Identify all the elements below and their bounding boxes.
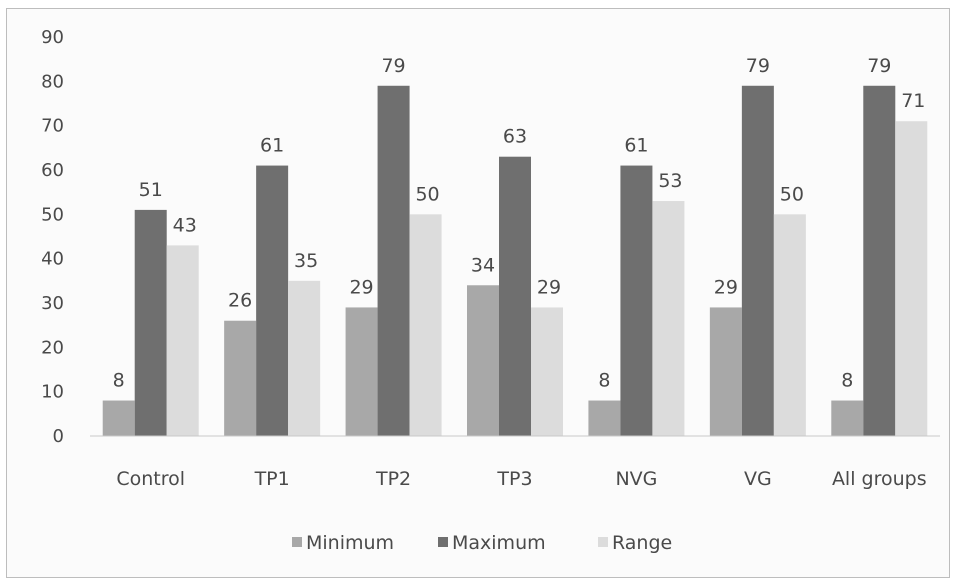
data-label: 29	[537, 276, 561, 298]
bar-range-nvg	[652, 201, 685, 436]
bar-maximum-tp2	[377, 85, 410, 437]
bar-minimum-tp2	[345, 307, 378, 436]
x-axis: Control TP1 TP2 TP3 NVG VG All groups	[90, 435, 940, 490]
data-label: 71	[901, 90, 925, 112]
data-label: 50	[780, 183, 804, 205]
data-label: 53	[658, 170, 682, 192]
y-tick-label: 20	[41, 337, 64, 358]
y-tick-label: 30	[41, 293, 64, 314]
legend-label-range: Range	[612, 532, 672, 554]
value-labels: 8 51 43 26 61 35 29 79 50 34 63 29 8 61 53 29 79 50 8 79 71	[113, 55, 926, 392]
data-label: 8	[598, 370, 610, 392]
data-label: 26	[228, 290, 252, 312]
data-label: 61	[624, 135, 648, 157]
x-tick-label: Control	[116, 468, 185, 490]
bar-maximum-nvg	[620, 165, 653, 437]
bar-maximum-all-groups	[863, 85, 896, 437]
y-tick-label: 80	[41, 71, 64, 92]
x-tick-label: VG	[744, 468, 772, 490]
y-tick-label: 70	[41, 116, 64, 137]
bar-range-all-groups	[895, 121, 928, 436]
bar-minimum-vg	[709, 307, 742, 436]
data-label: 79	[746, 55, 770, 77]
bar-maximum-vg	[741, 85, 774, 437]
bar-minimum-control	[102, 400, 135, 436]
y-axis: 0 10 20 30 40 50 60 70 80 90	[41, 27, 64, 447]
data-label: 29	[349, 276, 373, 298]
data-label: 61	[260, 135, 284, 157]
x-tick-label: TP3	[496, 468, 532, 490]
y-tick-label: 90	[41, 27, 64, 48]
bar-maximum-tp1	[256, 165, 289, 437]
data-label: 51	[139, 179, 163, 201]
bar-maximum-tp3	[499, 156, 531, 436]
bar-range-tp3	[531, 307, 563, 436]
bar-minimum-tp3	[467, 285, 499, 436]
data-label: 29	[714, 276, 738, 298]
legend-label-maximum: Maximum	[452, 532, 546, 554]
data-label: 8	[841, 370, 853, 392]
data-label: 79	[867, 55, 891, 77]
x-tick-label: All groups	[832, 468, 927, 490]
bar-range-vg	[773, 214, 806, 436]
y-tick-label: 0	[53, 426, 64, 447]
y-tick-label: 60	[41, 160, 64, 181]
bar-minimum-all-groups	[831, 400, 864, 436]
data-label: 34	[471, 254, 495, 276]
bars	[102, 85, 928, 437]
x-tick-label: TP2	[375, 468, 411, 490]
data-label: 43	[173, 214, 197, 236]
legend: Minimum Maximum Range	[292, 532, 672, 554]
x-tick-label: NVG	[615, 468, 657, 490]
bar-range-control	[166, 245, 199, 436]
data-label: 63	[503, 126, 527, 148]
y-tick-label: 50	[41, 204, 64, 225]
data-label: 50	[415, 183, 439, 205]
legend-label-minimum: Minimum	[306, 532, 394, 554]
bar-range-tp1	[288, 280, 321, 436]
legend-swatch-minimum	[292, 537, 302, 547]
data-label: 35	[294, 250, 318, 272]
legend-swatch-maximum	[438, 537, 448, 547]
x-tick-label: TP1	[254, 468, 290, 490]
data-label: 79	[381, 55, 405, 77]
bar-range-tp2	[409, 214, 442, 436]
legend-swatch-range	[598, 537, 608, 547]
bar-maximum-control	[134, 209, 167, 436]
y-tick-label: 40	[41, 249, 64, 270]
data-label: 8	[113, 370, 125, 392]
y-tick-label: 10	[41, 382, 64, 403]
bar-minimum-tp1	[224, 320, 257, 436]
bar-minimum-nvg	[588, 400, 621, 436]
